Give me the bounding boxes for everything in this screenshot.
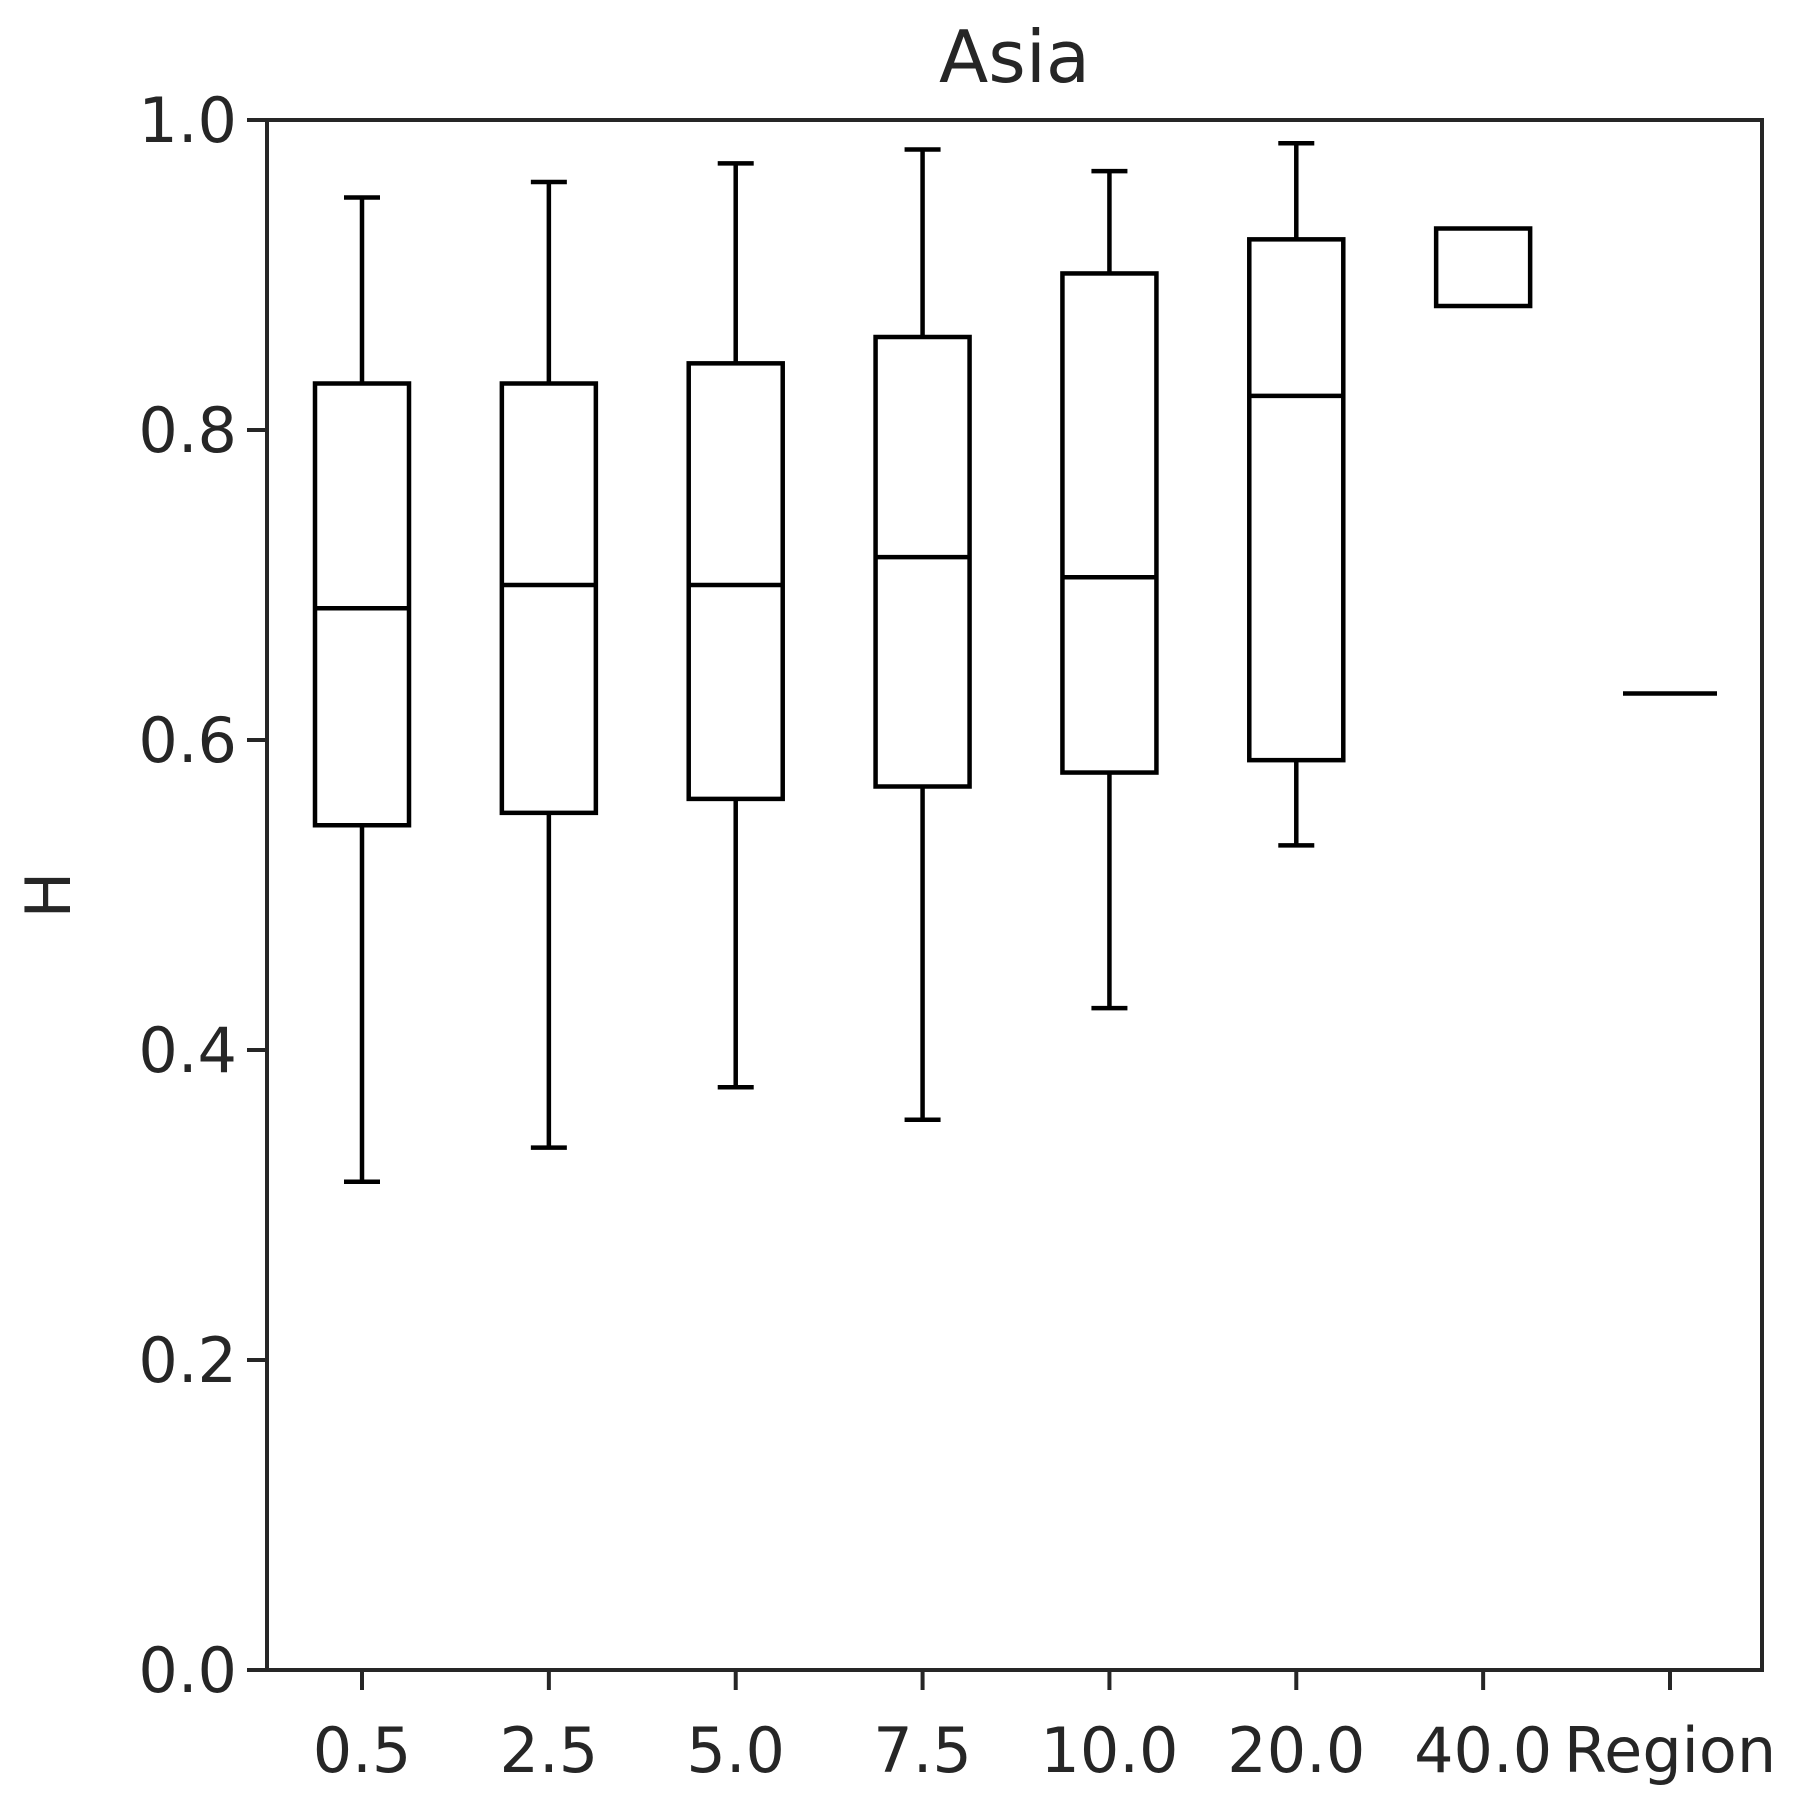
box-2.5	[499, 179, 599, 1150]
box-rect	[1060, 271, 1159, 775]
box-rect	[1247, 237, 1346, 763]
box-0.5	[312, 195, 412, 1184]
box-rect	[873, 334, 972, 789]
box-rect	[1433, 226, 1533, 309]
box-5.0	[686, 161, 785, 1090]
y-tick-label: 0.2	[138, 1324, 237, 1397]
y-tick-label: 0.0	[138, 1634, 237, 1707]
y-tick-label: 0.6	[138, 704, 237, 777]
chart-title: Asia	[939, 15, 1090, 99]
y-tick-label: 1.0	[138, 84, 237, 157]
y-axis-label: H	[12, 872, 85, 919]
box-rect	[686, 361, 785, 802]
x-tick-label: 0.5	[313, 1714, 412, 1787]
box-7.5	[873, 147, 972, 1122]
box-rect	[499, 381, 599, 816]
x-tick-label: 40.0	[1414, 1714, 1552, 1787]
x-tick-label: Region	[1564, 1714, 1776, 1787]
y-tick-label: 0.8	[138, 394, 237, 467]
x-tick-label: 2.5	[500, 1714, 599, 1787]
box-20.0	[1247, 141, 1346, 848]
box-10.0	[1060, 168, 1159, 1011]
plot-area-frame	[265, 118, 1764, 1672]
y-axis: 0.0 0.2 0.4 0.6 0.8 1.0	[138, 84, 267, 1707]
x-tick-label: 5.0	[686, 1714, 785, 1787]
x-tick-label: 7.5	[873, 1714, 972, 1787]
box-rect	[312, 381, 412, 828]
x-axis: 0.5 2.5 5.0 7.5 10.0 20.0 40.0 Region	[313, 1670, 1776, 1787]
x-tick-label: 20.0	[1227, 1714, 1365, 1787]
y-tick-label: 0.4	[138, 1014, 237, 1087]
x-tick-label: 10.0	[1040, 1714, 1178, 1787]
box-series	[312, 141, 1717, 1184]
box-40.0	[1433, 226, 1533, 309]
